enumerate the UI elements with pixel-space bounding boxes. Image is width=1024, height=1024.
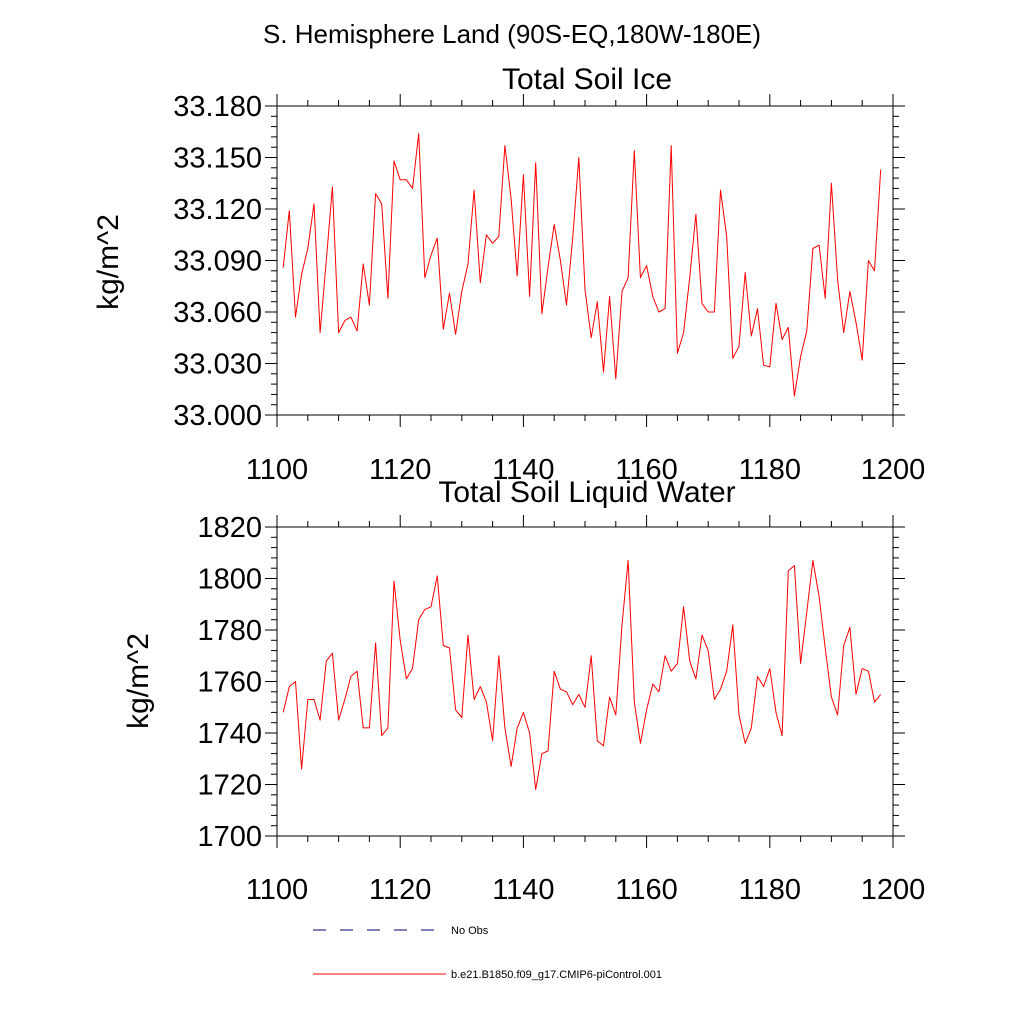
y-tick-label: 33.120 bbox=[173, 194, 262, 226]
panel-title: Total Soil Ice bbox=[502, 63, 672, 96]
y-tick-label: 33.090 bbox=[173, 246, 262, 278]
x-tick-label: 1180 bbox=[739, 874, 801, 906]
y-tick-label: 33.150 bbox=[173, 143, 262, 175]
y-tick-label: 33.180 bbox=[173, 91, 262, 123]
y-tick-label: 1700 bbox=[197, 821, 262, 853]
y-tick-label: 33.030 bbox=[173, 349, 262, 381]
x-tick-label: 1120 bbox=[369, 874, 431, 906]
y-tick-label: 33.060 bbox=[173, 297, 262, 329]
x-tick-label: 1200 bbox=[861, 454, 926, 486]
y-axis-label: kg/m^2 bbox=[92, 214, 125, 310]
y-tick-label: 1740 bbox=[197, 718, 262, 750]
x-tick-label: 1100 bbox=[246, 454, 308, 486]
legend-label-model: b.e21.B1850.f09_g17.CMIP6-piControl.001 bbox=[451, 969, 662, 981]
x-tick-label: 1160 bbox=[615, 454, 677, 486]
y-tick-label: 1780 bbox=[197, 615, 262, 647]
x-tick-label: 1140 bbox=[492, 874, 554, 906]
x-tick-label: 1180 bbox=[739, 454, 801, 486]
x-tick-label: 1120 bbox=[369, 454, 431, 486]
x-tick-label: 1140 bbox=[492, 454, 554, 486]
panel-total-soil-ice: Total Soil Ice kg/m^2 33.000 33.030 33.060… bbox=[92, 63, 925, 486]
panel-title: Total Soil Liquid Water bbox=[438, 476, 735, 509]
series-line bbox=[282, 133, 882, 397]
plot-frame bbox=[276, 526, 894, 837]
figure-title: S. Hemisphere Land (90S-EQ,180W-180E) bbox=[263, 19, 761, 49]
y-tick-label: 1820 bbox=[197, 512, 262, 544]
y-axis-label: kg/m^2 bbox=[122, 633, 155, 729]
y-tick-label: 1760 bbox=[197, 667, 262, 699]
legend-label-no-obs: No Obs bbox=[451, 925, 489, 937]
y-tick-label: 33.000 bbox=[173, 400, 262, 432]
x-tick-label: 1160 bbox=[615, 874, 677, 906]
y-tick-label: 1720 bbox=[197, 770, 262, 802]
y-tick-label: 1800 bbox=[197, 564, 262, 596]
plot-frame bbox=[276, 105, 894, 416]
series-line bbox=[282, 560, 882, 791]
x-tick-label: 1200 bbox=[861, 874, 926, 906]
x-tick-label: 1100 bbox=[246, 874, 308, 906]
panel-total-soil-liquid-water: Total Soil Liquid Water kg/m^2 1700 1720 1… bbox=[122, 476, 925, 906]
legend: No Obs b.e21.B1850.f09_g17.CMIP6-piContr… bbox=[313, 925, 662, 981]
